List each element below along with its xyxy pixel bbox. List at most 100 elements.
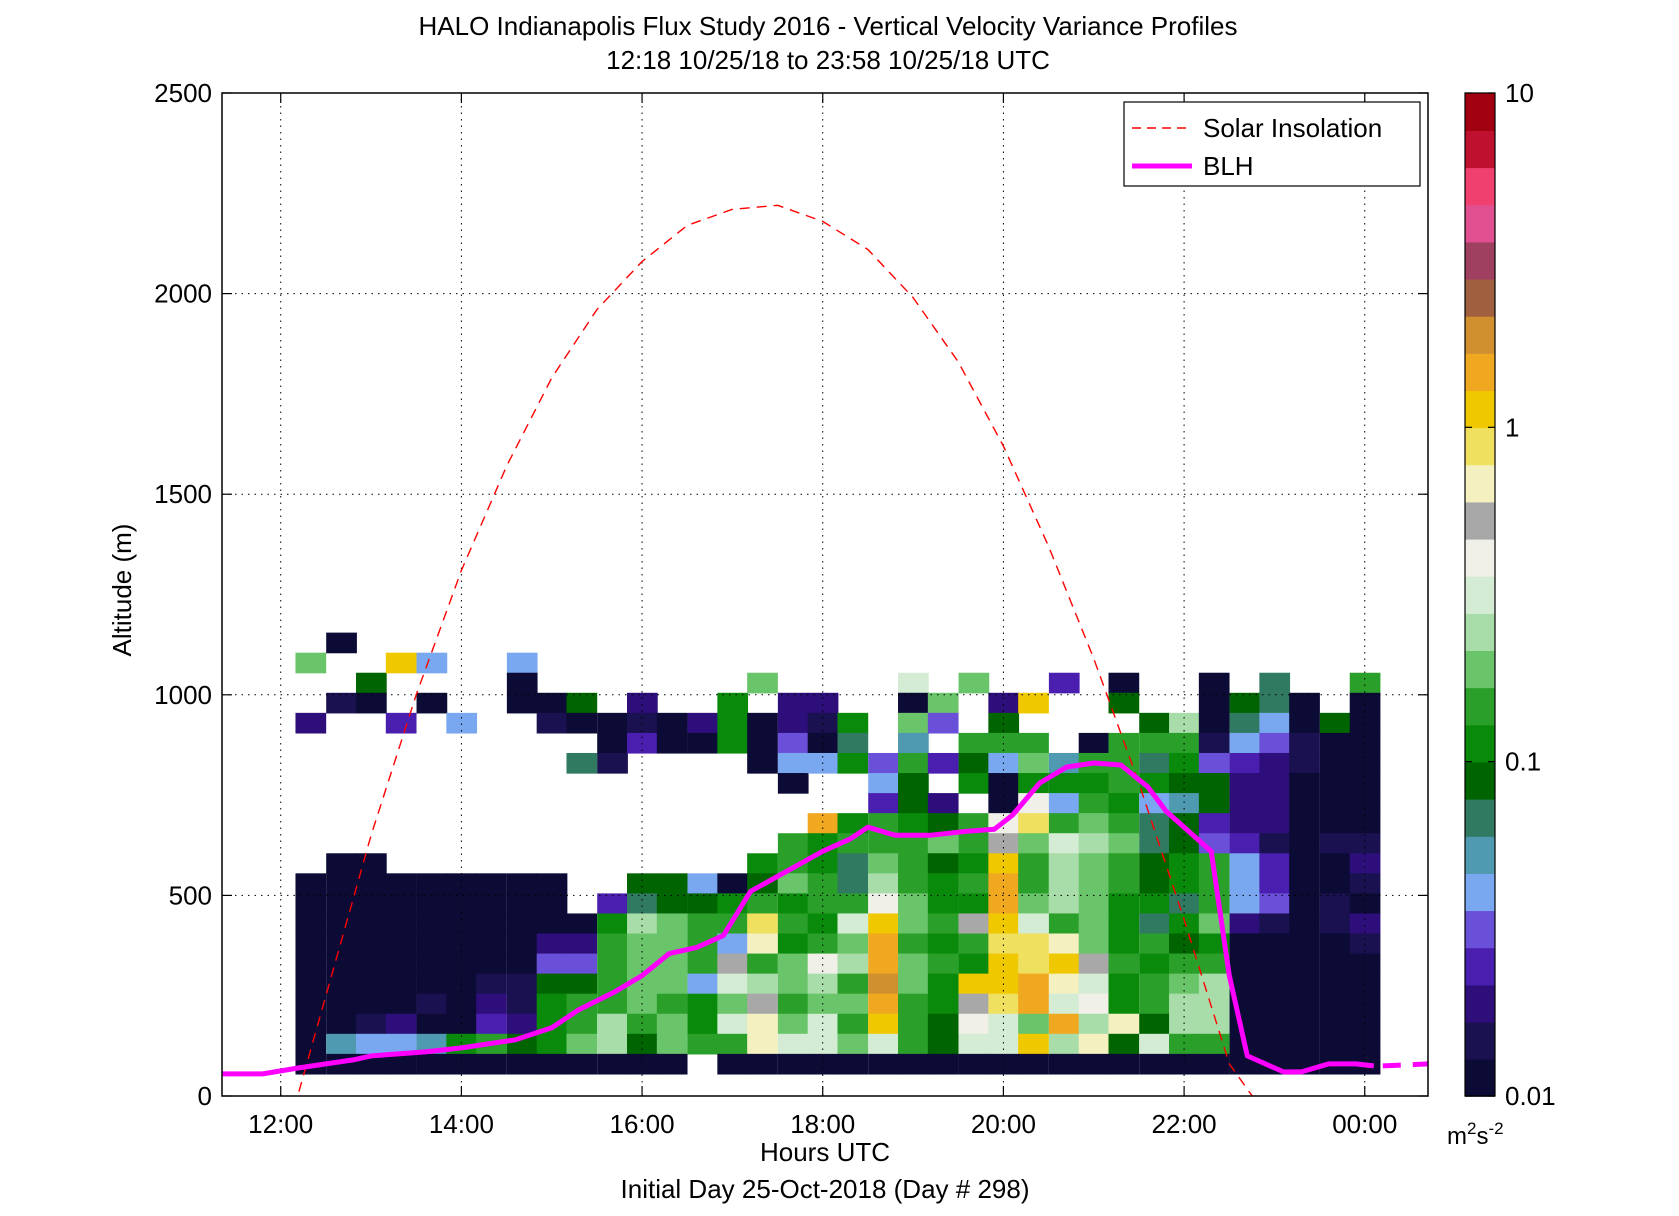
heatmap-cell [326, 993, 357, 1015]
heatmap-cell [1108, 1033, 1140, 1055]
heatmap-cell [687, 732, 719, 754]
heatmap-cell [1229, 973, 1261, 995]
heatmap-cell [1289, 712, 1320, 734]
heatmap-cell [1018, 873, 1049, 894]
heatmap-cell [1259, 712, 1291, 734]
heatmap-cell [326, 873, 357, 894]
heatmap-cell [1229, 732, 1261, 754]
heatmap-cell [1349, 913, 1381, 935]
heatmap-cell [295, 652, 327, 674]
heatmap-cell [1169, 1033, 1200, 1055]
heatmap-cell [1319, 1013, 1351, 1035]
heatmap-cell [566, 752, 598, 774]
heatmap-cell [747, 953, 778, 975]
heatmap-cell [777, 773, 809, 794]
heatmap-cell [898, 813, 929, 834]
heatmap-cell [1078, 953, 1110, 975]
heatmap-cell [536, 712, 568, 734]
heatmap-cell [1018, 893, 1049, 915]
heatmap-cell [627, 873, 658, 894]
heatmap-cell [1319, 813, 1351, 834]
heatmap-cell [868, 773, 899, 794]
heatmap-cell [747, 993, 778, 1015]
heatmap-cell [1198, 692, 1230, 714]
heatmap-cell [1319, 933, 1351, 955]
colorbar-swatch [1465, 390, 1495, 429]
heatmap-cell [1108, 692, 1140, 714]
heatmap-cell [927, 893, 959, 915]
heatmap-cell [506, 953, 538, 975]
heatmap-cell [868, 1053, 899, 1075]
heatmap-cell [717, 1033, 749, 1055]
heatmap-cell [1289, 893, 1320, 915]
heatmap-cell [1169, 833, 1200, 854]
heatmap-cell [385, 893, 417, 915]
heatmap-cell [1229, 712, 1261, 734]
heatmap-cell [777, 993, 809, 1015]
colorbar-swatch [1465, 984, 1495, 1023]
heatmap-cell [687, 993, 719, 1015]
heatmap-cell [868, 1013, 899, 1035]
heatmap-cell [326, 933, 357, 955]
heatmap-cell [416, 933, 448, 955]
x-tick-label: 00:00 [1332, 1109, 1397, 1139]
heatmap-cell [1048, 833, 1080, 854]
heatmap-cell [1018, 993, 1049, 1015]
heatmap-cell [1139, 953, 1170, 975]
heatmap-cell [1018, 692, 1049, 714]
heatmap-cell [566, 953, 598, 975]
y-tick-label: 1500 [154, 479, 212, 509]
heatmap-cell [1289, 993, 1320, 1015]
heatmap-cell [1229, 1013, 1261, 1035]
heatmap-cell [747, 893, 778, 915]
heatmap-cell [1139, 752, 1170, 774]
heatmap-cell [1048, 853, 1080, 874]
heatmap-cell [988, 692, 1020, 714]
heatmap-cell [385, 953, 417, 975]
heatmap-cell [837, 933, 869, 955]
colorbar-swatch [1465, 650, 1495, 689]
heatmap-cell [1078, 1033, 1110, 1055]
solar-insolation-line [296, 204, 1254, 1096]
heatmap-cell [807, 913, 839, 935]
heatmap-cell [416, 973, 448, 995]
heatmap-cell [1259, 672, 1291, 694]
heatmap-cell [1139, 853, 1170, 874]
heatmap-cell [385, 973, 417, 995]
heatmap-cell [1108, 973, 1140, 995]
heatmap-cell [506, 893, 538, 915]
heatmap-cell [837, 1013, 869, 1035]
heatmap-cell [1048, 813, 1080, 834]
heatmap-cell [446, 873, 478, 894]
heatmap-cell [1349, 712, 1381, 734]
heatmap-cell [868, 913, 899, 935]
heatmap-cell [656, 1033, 688, 1055]
heatmap-cell [295, 873, 327, 894]
heatmap-cell [1139, 813, 1170, 834]
heatmap-cell [356, 913, 387, 935]
heatmap-cell [506, 913, 538, 935]
heatmap-cell [385, 993, 417, 1015]
heatmap-cell [295, 933, 327, 955]
heatmap-cell [1319, 973, 1351, 995]
colorbar-swatch [1465, 427, 1495, 466]
heatmap-cell [1018, 813, 1049, 834]
heatmap-cell [656, 993, 688, 1015]
heatmap-cell [1289, 752, 1320, 774]
heatmap-cell [988, 933, 1020, 955]
heatmap-cell [1048, 672, 1080, 694]
heatmap-cell [416, 652, 448, 674]
heatmap-cell [656, 1013, 688, 1035]
axis-ticks [222, 92, 1428, 1097]
heatmap-cell [1048, 793, 1080, 814]
heatmap-cell [837, 752, 869, 774]
heatmap-cell [1229, 953, 1261, 975]
heatmap-cell [1139, 1033, 1170, 1055]
heatmap-cell [416, 873, 448, 894]
heatmap-cell [1319, 953, 1351, 975]
heatmap-cell [898, 893, 929, 915]
heatmap-cell [927, 1013, 959, 1035]
heatmap-cell [1319, 732, 1351, 754]
heatmap-cell [1319, 993, 1351, 1015]
heatmap-cell [566, 933, 598, 955]
